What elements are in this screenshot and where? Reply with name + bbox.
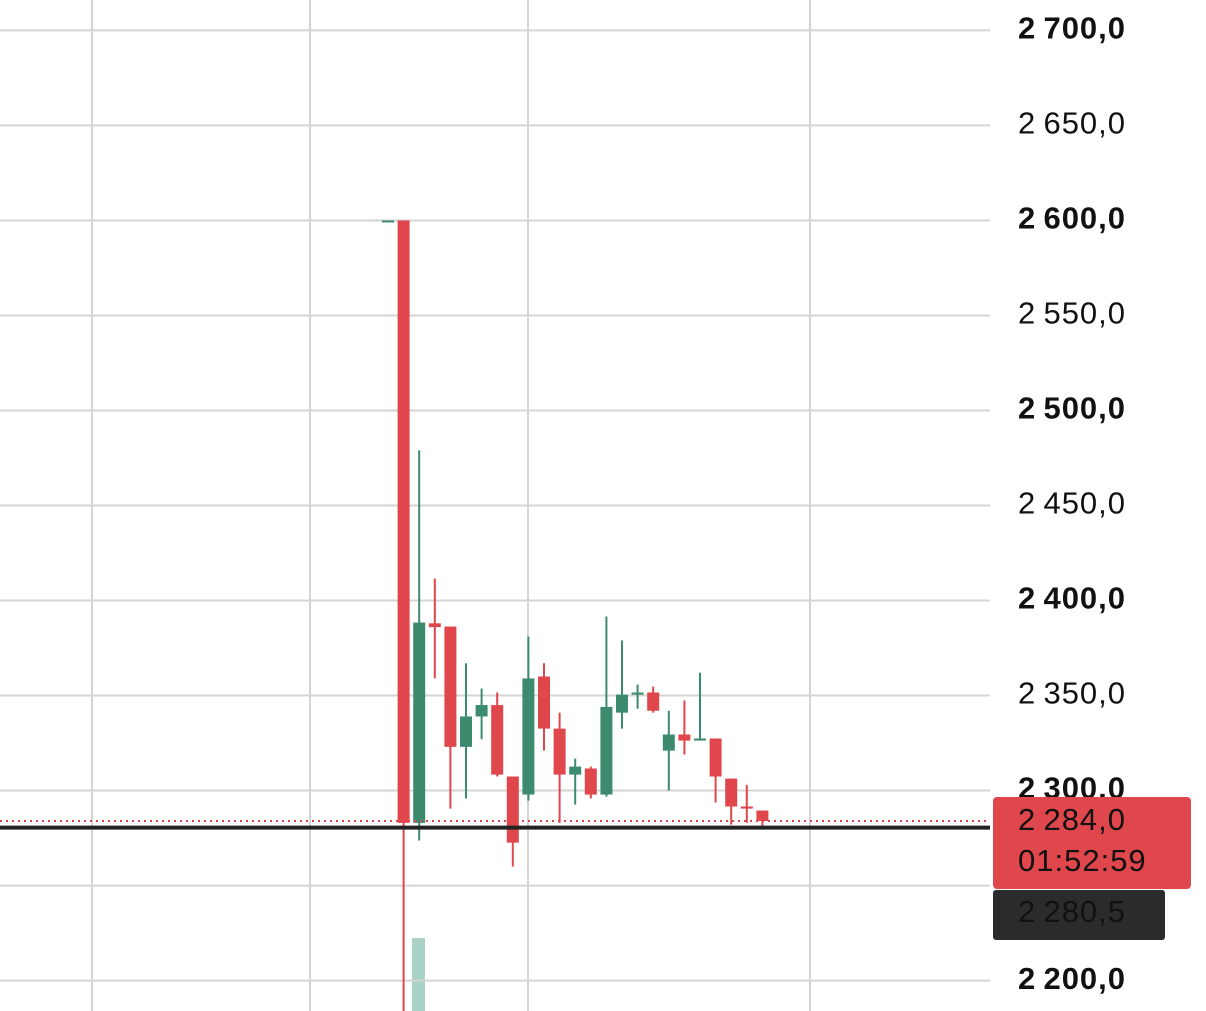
y-tick-label: 2 550,0 (1018, 296, 1126, 331)
candle-body (428, 623, 441, 628)
candle-body (694, 738, 706, 741)
candle-body (662, 734, 675, 751)
candle-body (506, 776, 519, 843)
last-price-label: 2 284,0 (1018, 802, 1126, 837)
candle-body (553, 728, 566, 775)
y-tick-label: 2 400,0 (1018, 581, 1126, 616)
y-tick-label: 2 450,0 (1018, 486, 1126, 521)
y-tick-label: 2 200,0 (1018, 961, 1126, 996)
candle-body (740, 806, 753, 809)
candle-body (616, 694, 628, 713)
y-tick-label: 2 350,0 (1018, 676, 1126, 711)
y-tick-label: 2 600,0 (1018, 201, 1126, 236)
candle-body (647, 692, 660, 711)
candle-body (600, 706, 613, 795)
candle-body (756, 810, 769, 821)
y-axis: 2 200,02 300,02 350,02 400,02 450,02 500… (0, 11, 1126, 996)
candle-body (522, 678, 535, 795)
candle-body (709, 738, 722, 777)
candle-body (382, 220, 394, 223)
y-tick-label: 2 500,0 (1018, 391, 1126, 426)
candle-body (475, 705, 488, 717)
candle-body (631, 692, 644, 695)
candle-body (569, 766, 582, 775)
mark-price-label: 2 280,5 (1018, 894, 1126, 929)
y-tick-label: 2 700,0 (1018, 11, 1126, 46)
candle-body (397, 220, 410, 823)
candle-body (538, 676, 550, 729)
last-price-box (993, 797, 1191, 889)
candle-body (725, 778, 738, 807)
candle-body (460, 716, 472, 747)
y-tick-label: 2 650,0 (1018, 106, 1126, 141)
candles (382, 220, 769, 1011)
mark-price-box (993, 890, 1165, 940)
candle-body (491, 705, 504, 775)
candle-body (413, 622, 426, 823)
candle-body (444, 626, 457, 747)
candle-body (584, 768, 597, 795)
candle-body (678, 734, 691, 741)
volume-bar (412, 938, 425, 1011)
countdown: 01:52:59 (1018, 843, 1147, 878)
